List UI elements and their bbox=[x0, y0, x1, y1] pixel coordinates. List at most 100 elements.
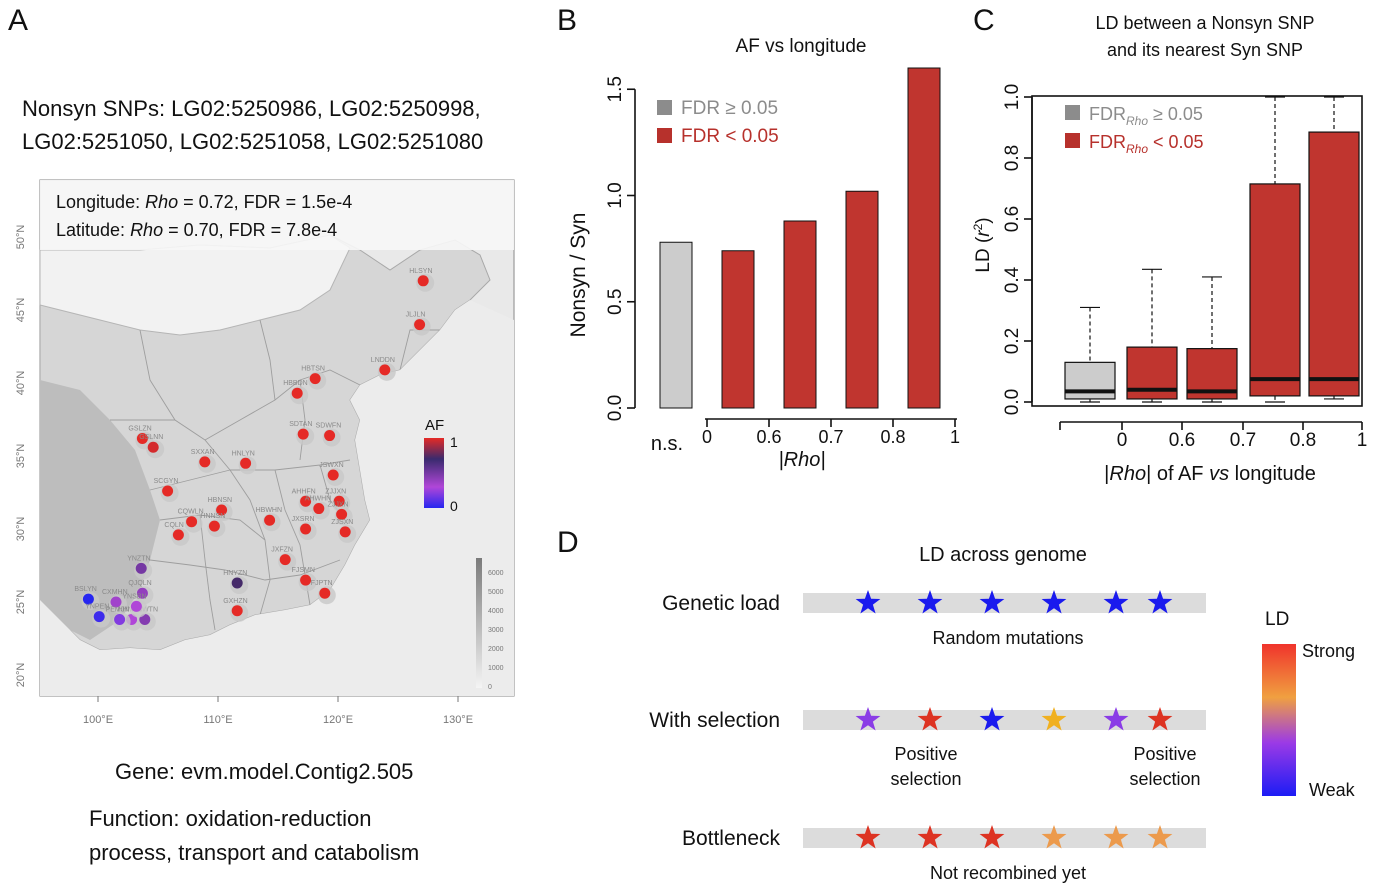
elevation-tick: 0 bbox=[488, 684, 492, 691]
genome-track bbox=[803, 710, 1206, 730]
chart-b-y-tick: 1.0 bbox=[605, 182, 626, 208]
ld-star-icon bbox=[979, 590, 1005, 614]
chart-b-bar bbox=[845, 190, 879, 409]
site-point bbox=[291, 387, 303, 399]
site-point bbox=[300, 574, 312, 586]
diagram-row-label: Bottleneck bbox=[682, 827, 781, 850]
site-point bbox=[264, 514, 276, 526]
map-y-axis: 50°N 45°N 40°N 35°N 30°N 25°N 20°N bbox=[15, 225, 27, 688]
ld-star-icon bbox=[1147, 590, 1173, 614]
chart-b-x-tick-ns: n.s. bbox=[651, 433, 683, 455]
site-label: AHHFN bbox=[292, 488, 316, 495]
panel-letter-c: C bbox=[973, 4, 995, 37]
chart-b-bar bbox=[659, 241, 693, 409]
panel-letter-b: B bbox=[557, 4, 578, 37]
site-point bbox=[93, 611, 105, 623]
elevation-bar bbox=[476, 558, 482, 688]
chart-c-xlabel: |Rho| of AF vs longitude bbox=[1104, 463, 1316, 485]
site-point bbox=[300, 523, 312, 535]
map-sites: HLSYN JLJLN LNDDN HBTSN HBBDN SDTAN SDWFN GSLZN… bbox=[74, 268, 435, 631]
chart-c-y-tick: 0.6 bbox=[1002, 206, 1023, 232]
site-label: QJQLN bbox=[128, 580, 151, 587]
site-label: YNZTN bbox=[127, 555, 150, 562]
site-point bbox=[333, 495, 345, 507]
site-point bbox=[199, 456, 211, 468]
af-legend-max: 1 bbox=[450, 434, 458, 450]
chart-b-legend-swatch-ns bbox=[657, 100, 672, 115]
site-point bbox=[417, 275, 429, 287]
site-point bbox=[136, 432, 148, 444]
map-y-tick: 45°N bbox=[15, 298, 27, 323]
chart-b-legend-swatch-sig bbox=[657, 128, 672, 143]
site-point bbox=[279, 554, 291, 566]
site-label: JXFZN bbox=[271, 547, 293, 554]
diagram-note: selection bbox=[890, 769, 961, 789]
site-label: ZJJXN bbox=[325, 488, 346, 495]
chart-c-x-tick: 0.8 bbox=[1290, 430, 1316, 451]
map-panel: Longitude: Rho = 0.72, FDR = 1.5e-4 Lati… bbox=[15, 179, 515, 726]
site-label: HLSYN bbox=[409, 268, 432, 275]
chart-c-y-tick: 1.0 bbox=[1002, 84, 1023, 110]
site-label: CQWLN bbox=[178, 509, 204, 516]
site-label: HBWHN bbox=[256, 507, 282, 514]
chart-c-y-tick: 0.8 bbox=[1002, 145, 1023, 171]
chart-c-legend-swatch-sig bbox=[1065, 133, 1080, 148]
snp-heading-line2: LG02:5251050, LG02:5251058, LG02:5251080 bbox=[22, 129, 484, 154]
site-label: SDWFN bbox=[316, 423, 342, 430]
site-point bbox=[336, 508, 348, 520]
map-y-tick: 50°N bbox=[15, 225, 27, 250]
af-legend-min: 0 bbox=[450, 498, 458, 514]
elevation-tick: 2000 bbox=[488, 646, 504, 653]
site-point bbox=[136, 587, 148, 599]
ld-star-icon bbox=[917, 707, 943, 731]
map-x-tick: 130°E bbox=[443, 714, 473, 726]
ld-star-icon bbox=[855, 825, 881, 849]
map-y-tick: 20°N bbox=[15, 663, 27, 688]
elevation-tick: 3000 bbox=[488, 627, 504, 634]
site-point bbox=[240, 457, 252, 469]
site-point bbox=[309, 373, 321, 385]
elevation-tick: 4000 bbox=[488, 608, 504, 615]
site-point bbox=[327, 469, 339, 481]
ld-legend-strong: Strong bbox=[1302, 641, 1355, 661]
chart-c-box bbox=[1249, 183, 1301, 397]
stats-latitude: Latitude: Rho = 0.70, FDR = 7.8e-4 bbox=[56, 220, 337, 240]
site-label: HNLYN bbox=[232, 450, 255, 457]
chart-c-ylabel: LD (r2) bbox=[971, 217, 994, 272]
chart-c-y-tick: 0.2 bbox=[1002, 328, 1023, 354]
chart-b-legend-label-sig: FDR < 0.05 bbox=[681, 126, 779, 147]
map-y-tick: 25°N bbox=[15, 590, 27, 615]
chart-b-xlabel: |Rho| bbox=[778, 449, 825, 471]
chart-b-legend-label-ns: FDR ≥ 0.05 bbox=[681, 98, 778, 119]
diagram-note: selection bbox=[1129, 769, 1200, 789]
genome-track bbox=[803, 828, 1206, 848]
map-x-tick: 110°E bbox=[203, 714, 232, 726]
diagram-title: LD across genome bbox=[919, 544, 1087, 566]
site-point bbox=[147, 441, 159, 453]
chart-c-legend-label-sig: FDRRho < 0.05 bbox=[1089, 132, 1204, 156]
ld-star-icon bbox=[855, 590, 881, 614]
ld-legend: LD Strong Weak bbox=[1262, 609, 1356, 800]
chart-c-legend-label-ns: FDRRho ≥ 0.05 bbox=[1089, 104, 1203, 128]
chart-c-x-tick: 1 bbox=[1357, 430, 1368, 451]
chart-b-x-tick: 1 bbox=[950, 427, 960, 447]
chart-c-box bbox=[1064, 361, 1116, 400]
map-x-tick: 100°E bbox=[83, 714, 113, 726]
site-label: GXHZN bbox=[223, 598, 248, 605]
site-point bbox=[186, 516, 198, 528]
site-label: GSLNN bbox=[139, 434, 163, 441]
chart-c-y-tick: 0.4 bbox=[1002, 266, 1023, 293]
chart-b-y-tick: 1.5 bbox=[605, 76, 626, 102]
chart-b-y-tick: 0.5 bbox=[605, 289, 626, 315]
chart-c-x-tick: 0.7 bbox=[1230, 430, 1256, 451]
ld-star-icon bbox=[917, 825, 943, 849]
ld-star-icon bbox=[1041, 825, 1067, 849]
map-x-axis: 100°E 110°E 120°E 130°E bbox=[83, 696, 473, 726]
site-point bbox=[300, 495, 312, 507]
ld-color-bar bbox=[1262, 644, 1296, 796]
site-point bbox=[114, 614, 126, 626]
ld-legend-weak: Weak bbox=[1309, 780, 1356, 800]
site-point bbox=[130, 600, 142, 612]
map-y-tick: 35°N bbox=[15, 444, 27, 469]
site-point bbox=[172, 529, 184, 541]
